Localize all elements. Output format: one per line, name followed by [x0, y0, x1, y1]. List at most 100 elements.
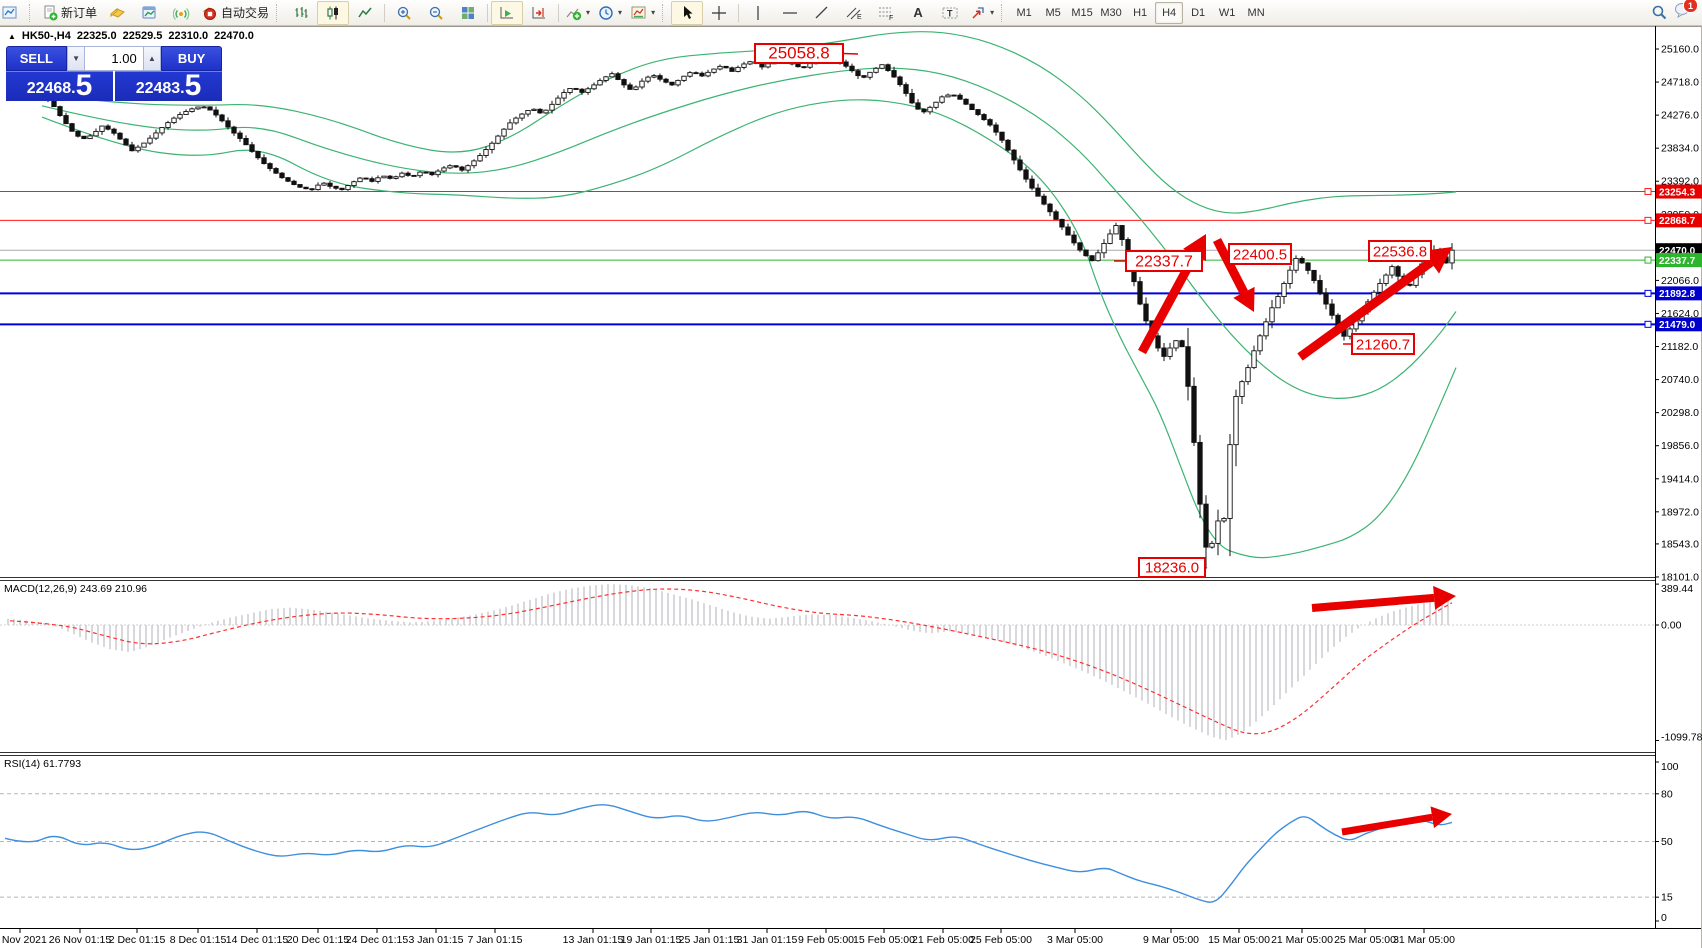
toolbar-separator: [558, 3, 560, 22]
timeframe-mn[interactable]: MN: [1247, 6, 1265, 19]
line-handle[interactable]: [1644, 289, 1652, 297]
svg-text:100: 100: [1661, 761, 1679, 773]
new-chart-button[interactable]: [133, 1, 165, 25]
rsi-label: RSI(14) 61.7793: [4, 758, 81, 770]
shapes-tool-button[interactable]: ▾: [966, 1, 998, 25]
timeframe-h1[interactable]: H1: [1133, 6, 1148, 19]
search-icon[interactable]: [1651, 4, 1668, 21]
price-annotation[interactable]: 25058.8: [754, 43, 859, 64]
line-handle[interactable]: [1644, 216, 1652, 224]
signals-icon: [172, 7, 189, 20]
buy-button[interactable]: BUY: [161, 46, 223, 71]
volume-increase-button[interactable]: ▲: [142, 46, 162, 71]
line-handle[interactable]: [1644, 188, 1652, 196]
autotrading-button[interactable]: 自动交易: [197, 1, 273, 25]
price-tag: [1656, 286, 1702, 301]
notifications-button[interactable]: 1: [1674, 0, 1698, 23]
notification-badge: 1: [1683, 0, 1698, 13]
zoom-in-button[interactable]: [388, 1, 420, 25]
vertical-line-tool-button[interactable]: [742, 1, 774, 25]
rsi-panel[interactable]: [0, 793, 1655, 903]
annotation-overlay: 25058.8 22337.7 22400.5 22536.8 21260.7 18236…: [754, 43, 1456, 836]
bollinger-lower-band: [41, 99, 1457, 559]
price-annotation[interactable]: 21260.7: [1343, 333, 1415, 355]
volume-decrease-button[interactable]: ▼: [66, 46, 86, 71]
indicators-button[interactable]: ▾: [562, 1, 594, 25]
new-order-icon: [44, 5, 58, 20]
auto-scroll-button[interactable]: [491, 0, 524, 25]
price-axis[interactable]: 25160.024718.024276.023834.023392.022950…: [0, 26, 1702, 948]
svg-text:23254.3: 23254.3: [1659, 187, 1696, 198]
volume-input[interactable]: 1.00: [85, 46, 143, 71]
timeframe-m5[interactable]: M5: [1045, 6, 1061, 19]
chart-shift-button[interactable]: [523, 1, 555, 25]
price-annotation[interactable]: 18236.0: [1138, 557, 1208, 578]
dropdown-caret-icon: ▾: [586, 8, 591, 17]
macd-panel[interactable]: [0, 584, 1655, 741]
timeframe-h4[interactable]: H4: [1155, 1, 1184, 24]
timeframe-d1[interactable]: D1: [1191, 6, 1206, 19]
signals-button[interactable]: [165, 1, 197, 25]
svg-text:F: F: [889, 15, 893, 21]
channel-tool-button[interactable]: E: [838, 1, 870, 25]
candles-layer[interactable]: [39, 56, 1455, 567]
price-annotation[interactable]: 22536.8: [1368, 240, 1440, 262]
new-order-button[interactable]: 新订单: [38, 1, 101, 25]
line-handle[interactable]: [1644, 320, 1652, 328]
market-watch-icon[interactable]: [0, 1, 26, 25]
timeframe-m1[interactable]: M1: [1016, 6, 1032, 19]
periods-button[interactable]: ▾: [594, 1, 626, 25]
timeframe-m30[interactable]: M30: [1100, 6, 1122, 19]
candles-icon: [327, 6, 339, 19]
main-price-panel[interactable]: [0, 31, 1655, 567]
chart-title: ▲ HK50-,H4 22325.0 22529.5 22310.0 22470…: [8, 30, 254, 42]
toolbar-grip: [276, 3, 282, 22]
svg-text:3 Jan 01:15: 3 Jan 01:15: [409, 934, 464, 946]
svg-text:18543.0: 18543.0: [1661, 538, 1699, 550]
sell-price[interactable]: 22468. 5: [6, 71, 113, 101]
zoom-out-button[interactable]: [420, 1, 452, 25]
tile-windows-button[interactable]: [452, 1, 484, 25]
templates-button[interactable]: ▾: [626, 1, 659, 25]
buy-price-big-digit: 5: [184, 69, 202, 102]
clock-icon: [599, 5, 613, 20]
macd-name: MACD(12,26,9): [4, 583, 77, 595]
vertical-line-icon: [757, 5, 759, 20]
text-label-tool-button[interactable]: T: [934, 1, 966, 25]
bar-chart-mode-button[interactable]: [285, 1, 317, 25]
candlestick-mode-button[interactable]: [317, 0, 350, 25]
line-chart-mode-button[interactable]: [349, 1, 381, 25]
equidistant-channel-icon: E: [846, 7, 862, 21]
profiles-button[interactable]: [101, 1, 133, 25]
fibonacci-tool-button[interactable]: F: [870, 1, 902, 25]
trend-arrow-macd[interactable]: [1311, 585, 1456, 612]
rsi-name: RSI(14): [4, 758, 41, 770]
price-tag: [1656, 184, 1702, 199]
bars-icon: [295, 6, 308, 18]
svg-text:21260.7: 21260.7: [1356, 337, 1410, 354]
buy-price[interactable]: 22483. 5: [115, 71, 222, 101]
zoom-out-icon: [429, 6, 443, 20]
svg-text:389.44: 389.44: [1661, 583, 1693, 595]
svg-text:21 Feb 05:00: 21 Feb 05:00: [912, 934, 974, 946]
crosshair-tool-button[interactable]: [703, 1, 735, 25]
cursor-tool-button[interactable]: [671, 0, 704, 25]
trend-arrow-main[interactable]: [1212, 237, 1255, 312]
timeframe-w1[interactable]: W1: [1218, 6, 1236, 19]
line-handle[interactable]: [1644, 256, 1652, 264]
svg-text:21624.0: 21624.0: [1661, 308, 1699, 320]
text-tool-button[interactable]: A: [913, 5, 923, 20]
sell-button[interactable]: SELL: [6, 46, 67, 71]
trendline-tool-button[interactable]: [806, 1, 838, 25]
arrows-shapes-icon: [972, 6, 984, 19]
svg-text:18101.0: 18101.0: [1661, 571, 1699, 583]
price-annotation[interactable]: 22400.5: [1228, 243, 1292, 265]
timeframe-m15[interactable]: M15: [1071, 6, 1093, 19]
horizontal-line-tool-button[interactable]: [774, 1, 806, 25]
dropdown-caret-icon: ▾: [651, 8, 656, 17]
fibonacci-icon: F: [879, 7, 893, 21]
trend-arrow-rsi[interactable]: [1341, 806, 1452, 836]
price-annotation[interactable]: 22337.7: [1114, 250, 1203, 272]
